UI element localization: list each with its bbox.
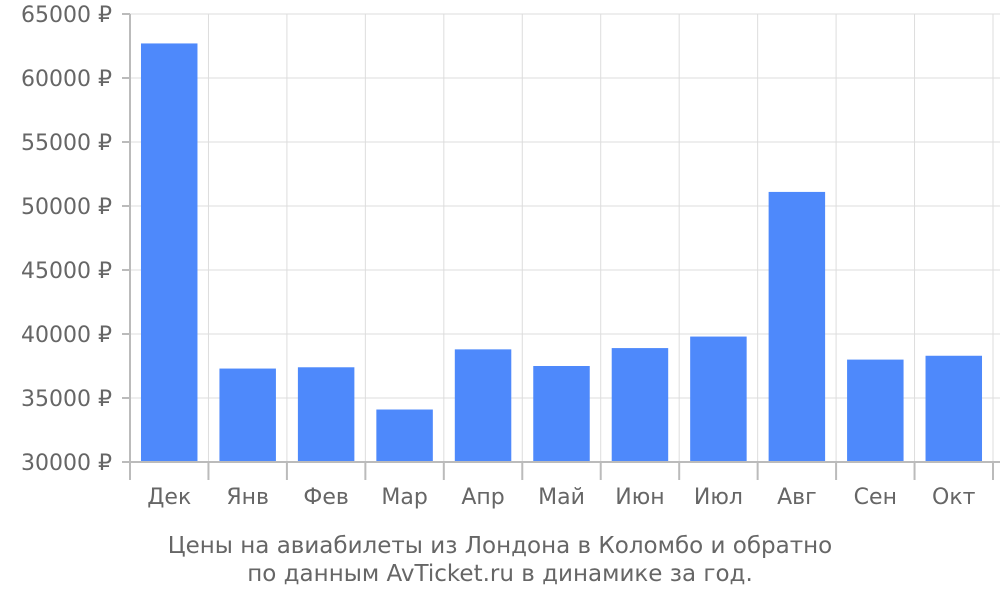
y-tick-label: 40000 ₽ xyxy=(21,323,112,348)
x-tick-label: Окт xyxy=(932,485,976,510)
bar-7 xyxy=(611,348,669,462)
bar-9 xyxy=(768,191,826,463)
y-tick-label: 50000 ₽ xyxy=(21,195,112,220)
bar-2 xyxy=(219,368,276,462)
bar-8 xyxy=(690,336,747,462)
chart-title-line-2: по данным AvTicket.ru в динамике за год. xyxy=(247,561,753,587)
bar-11 xyxy=(925,355,983,462)
chart-title-line-1: Цены на авиабилеты из Лондона в Коломбо … xyxy=(167,533,833,559)
y-tick-label: 35000 ₽ xyxy=(21,387,112,412)
y-tick-label: 55000 ₽ xyxy=(21,131,112,156)
bar-5 xyxy=(454,349,512,462)
x-tick-label: Сен xyxy=(854,485,897,510)
bar-6 xyxy=(533,366,590,462)
x-tick-label: Апр xyxy=(461,485,504,510)
chart-caption: Цены на авиабилеты из Лондона в Коломбо … xyxy=(0,532,1000,588)
x-tick-label: Июн xyxy=(615,485,664,510)
bar-1 xyxy=(140,43,198,462)
bars xyxy=(140,43,983,463)
x-tick-label: Фев xyxy=(303,485,348,510)
y-tick-label: 60000 ₽ xyxy=(21,67,112,92)
x-tick-label: Янв xyxy=(226,485,269,510)
bar-chart: 30000 ₽ 35000 ₽ 40000 ₽ 45000 ₽ 50000 ₽ 55000… xyxy=(21,3,1000,510)
x-tick-label: Июл xyxy=(694,485,743,510)
x-tick-label: Мар xyxy=(381,485,427,510)
bar-3 xyxy=(297,367,355,462)
bar-10 xyxy=(847,359,904,462)
axes xyxy=(122,13,1000,480)
y-tick-label: 65000 ₽ xyxy=(21,3,112,28)
x-tick-label: Дек xyxy=(147,485,191,510)
x-tick-label: Авг xyxy=(777,485,817,510)
x-tick-label: Май xyxy=(538,485,585,510)
y-tick-label: 30000 ₽ xyxy=(21,451,112,476)
bar-4 xyxy=(376,409,433,462)
grid xyxy=(130,13,1000,463)
y-tick-label: 45000 ₽ xyxy=(21,259,112,284)
tick-labels: 30000 ₽ 35000 ₽ 40000 ₽ 45000 ₽ 50000 ₽ 55000… xyxy=(21,3,976,510)
